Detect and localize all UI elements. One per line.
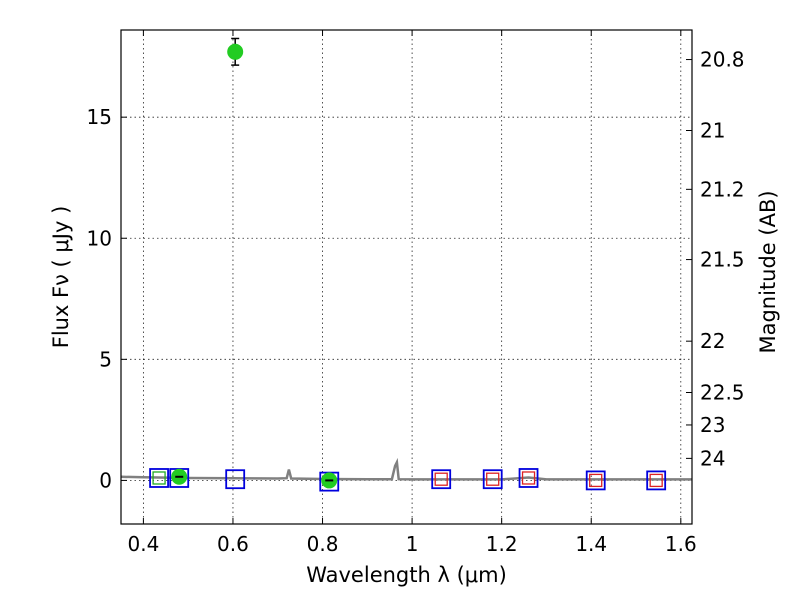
model-inner-square (521, 471, 536, 485)
y2-tick-label: 22.5 (700, 381, 745, 405)
x-tick-label: 0.8 (307, 532, 339, 556)
model-inner-square (649, 473, 663, 488)
y2-tick-label: 21.5 (700, 248, 745, 272)
y-tick-label: 15 (87, 105, 112, 129)
grid-layer (121, 30, 692, 524)
model-photometry-square (646, 470, 667, 491)
y-tick-label: 10 (87, 226, 112, 250)
x-axis-label: Wavelength λ (μm) (306, 563, 507, 587)
y2-tick-label: 20.8 (700, 48, 745, 72)
marker-layer (149, 37, 667, 492)
y-tick-label: 0 (99, 468, 112, 492)
x-tick-label: 1.4 (575, 532, 607, 556)
y2-tick-label: 21.2 (700, 177, 745, 201)
model-photometry-square (585, 470, 606, 491)
plot-frame (120, 29, 693, 525)
y2-tick-label: 23 (700, 413, 725, 437)
y-tick-label: 5 (99, 347, 112, 371)
y2-tick-label: 24 (700, 446, 725, 470)
model-inner-square (434, 472, 448, 486)
model-photometry-square (149, 468, 169, 488)
y-axis-label: Flux Fν ( μJy ) (49, 206, 73, 349)
model-spectrum-line (120, 457, 692, 481)
y2-axis-label: Magnitude (AB) (756, 190, 780, 353)
x-tick-label: 1 (406, 532, 419, 556)
model-photometry-square (431, 469, 452, 490)
model-inner-square (589, 473, 603, 488)
y2-tick-label: 21 (700, 118, 725, 142)
observed-flux-point (227, 43, 244, 60)
model-inner-square (152, 471, 166, 485)
x-tick-label: 1.6 (665, 532, 697, 556)
model-photometry-square (225, 469, 246, 490)
y2-tick-label: 22 (700, 329, 725, 353)
model-inner-square (486, 472, 500, 486)
x-tick-label: 0.6 (217, 532, 249, 556)
model-photometry-square (518, 468, 539, 488)
tick-layer: 0.4 0.6 0.8 1 1.2 1.4 1.6 0 5 10 15 20.8 21 21.2 21.5 2… (87, 30, 745, 556)
x-tick-label: 0.4 (127, 532, 159, 556)
spectrum-layer (120, 457, 692, 481)
x-tick-label: 1.2 (486, 532, 518, 556)
model-photometry-square (482, 469, 503, 490)
